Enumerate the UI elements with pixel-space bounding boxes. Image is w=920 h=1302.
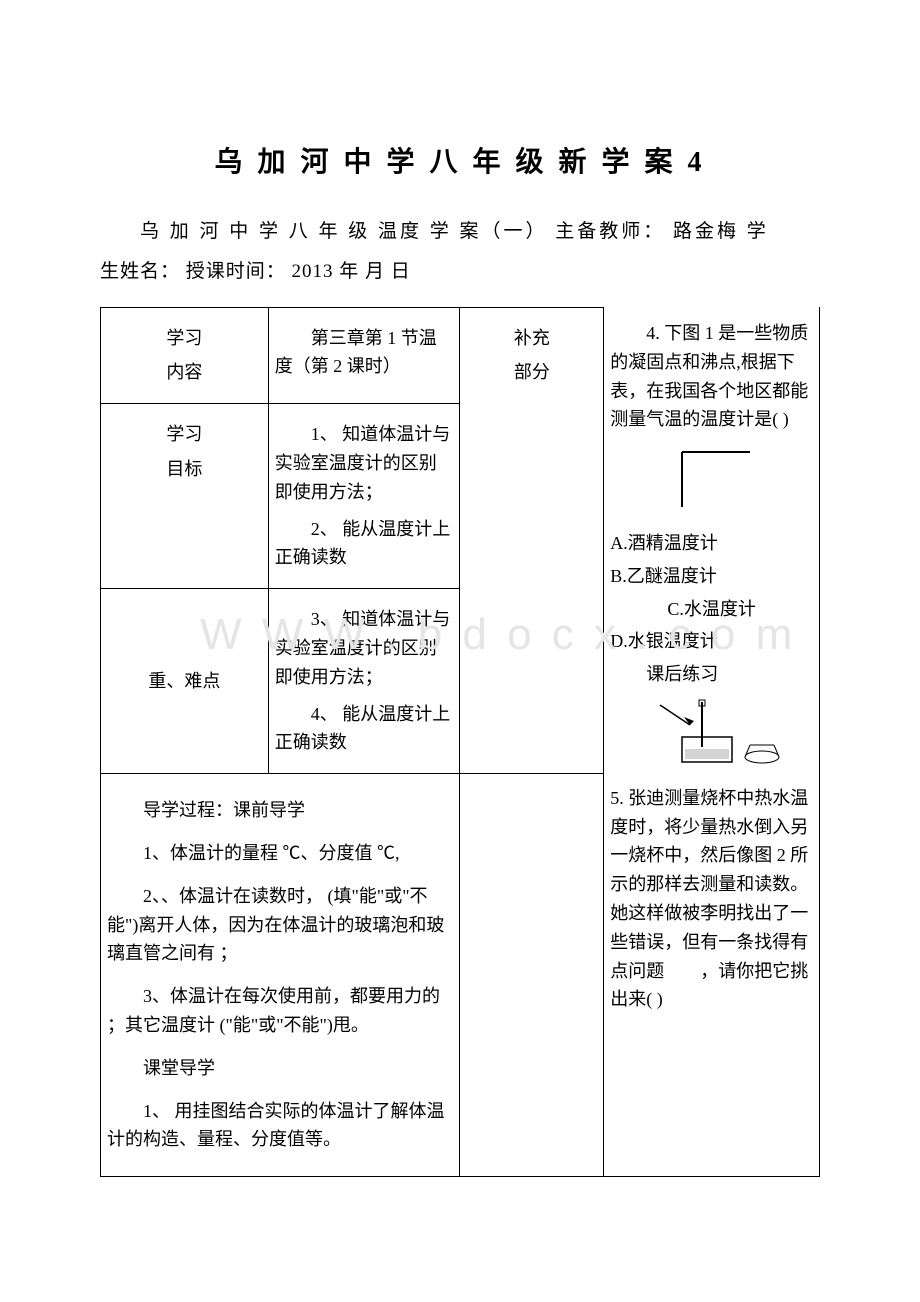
guide-heading: 导学过程：课前导学 [107, 796, 453, 825]
table-row: 学习 内容 第三章第 1 节温度（第 2 课时） 补充 部分 4. 下图 1 是… [101, 307, 820, 404]
option-b: B.乙醚温度计 [610, 562, 813, 591]
guide-item: 1、体温计的量程 ℃、分度值 ℃, [107, 839, 453, 868]
cell-study-content-label: 学习 内容 [101, 307, 269, 404]
label-text: 学习 [105, 420, 264, 449]
goal-text: 2、 能从温度计上正确读数 [275, 515, 454, 573]
guide-item: 3、体温计在每次使用前，都要用力的 ；其它温度计 ("能"或"不能")甩。 [107, 982, 453, 1040]
label-text: 部分 [464, 358, 599, 387]
cell-supplement-label: 补充 部分 [460, 307, 604, 774]
cell-empty [460, 774, 604, 1177]
difficulty-text: 3、 知道体温计与实验室温度计的区别即使用方法； [275, 605, 454, 691]
question-4-text: 4. 下图 1 是一些物质的凝固点和沸点,根据下表，在我国各个地区都能测量气温的… [610, 319, 813, 434]
post-exercise-label: 课后练习 [610, 660, 813, 689]
guide-heading: 课堂导学 [107, 1054, 453, 1083]
label-text: 补充 [464, 324, 599, 353]
option-d: D.水银温度计 [610, 627, 813, 656]
content-text: 第三章第 1 节温度（第 2 课时） [275, 324, 454, 382]
cell-study-goal: 1、 知道体温计与实验室温度计的区别即使用方法； 2、 能从温度计上正确读数 [268, 404, 460, 589]
difficulty-text: 4、 能从温度计上正确读数 [275, 700, 454, 758]
lesson-table: 学习 内容 第三章第 1 节温度（第 2 课时） 补充 部分 4. 下图 1 是… [100, 307, 820, 1178]
option-c: C.水温度计 [610, 595, 813, 624]
subtitle-line-2: 生姓名： 授课时间： 2013 年 月 日 [100, 256, 820, 288]
label-text: 学习 [105, 324, 264, 353]
cell-right-column: 4. 下图 1 是一些物质的凝固点和沸点,根据下表，在我国各个地区都能测量气温的… [604, 307, 820, 1177]
guide-item: 2、、体温计在读数时， (填"能"或"不能")离开人体，因为在体温计的玻璃泡和玻… [107, 882, 453, 968]
guide-item: 1、 用挂图结合实际的体温计了解体温计的构造、量程、分度值等。 [107, 1097, 453, 1155]
label-text: 重、难点 [105, 667, 264, 696]
cell-difficulty-label: 重、难点 [101, 589, 269, 774]
figure-1-placeholder [610, 442, 813, 521]
beaker-icon [642, 697, 782, 767]
cell-study-content: 第三章第 1 节温度（第 2 课时） [268, 307, 460, 404]
table-corner-icon [672, 442, 752, 512]
cell-difficulty: 3、 知道体温计与实验室温度计的区别即使用方法； 4、 能从温度计上正确读数 [268, 589, 460, 774]
subtitle-line-1: 乌 加 河 中 学 八 年 级 温度 学 案（一） 主备教师： 路金梅 学 [100, 216, 820, 248]
cell-guide-process: 导学过程：课前导学 1、体温计的量程 ℃、分度值 ℃, 2、、体温计在读数时， … [101, 774, 460, 1177]
label-text: 目标 [105, 455, 264, 484]
cell-study-goal-label: 学习 目标 [101, 404, 269, 589]
label-text: 内容 [105, 358, 264, 387]
figure-2-beaker [610, 697, 813, 776]
option-a: A.酒精温度计 [610, 529, 813, 558]
goal-text: 1、 知道体温计与实验室温度计的区别即使用方法； [275, 420, 454, 506]
page-title: 乌 加 河 中 学 八 年 级 新 学 案 4 [100, 140, 820, 180]
question-5-text: 5. 张迪测量烧杯中热水温度时，将少量热水倒入另一烧杯中，然后像图 2 所示的那… [610, 784, 813, 1014]
